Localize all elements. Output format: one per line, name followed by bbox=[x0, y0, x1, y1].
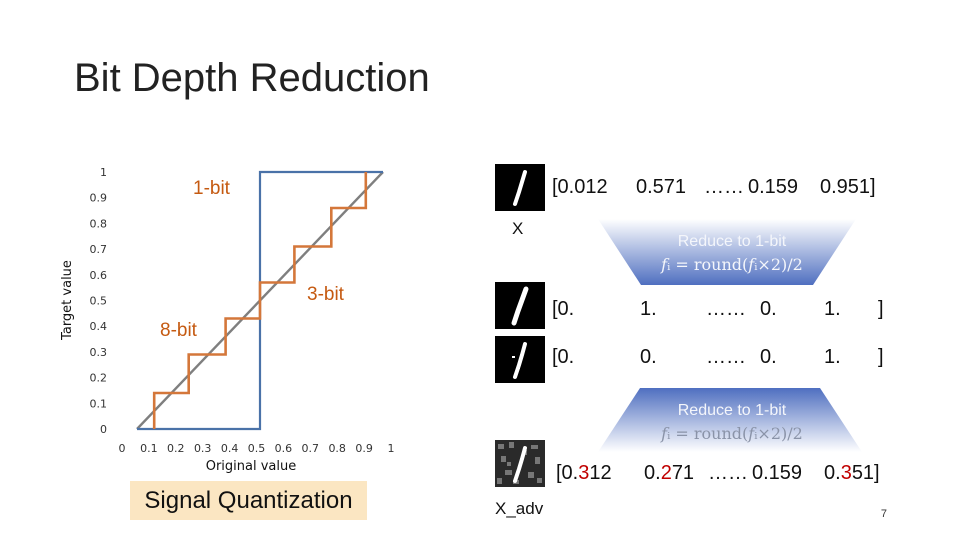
label-1-bit: 1-bit bbox=[193, 178, 231, 199]
x-tick-label: 0.7 bbox=[302, 442, 320, 455]
y-tick-label: 0.3 bbox=[90, 346, 108, 359]
x-value-4: 0.951] bbox=[820, 176, 876, 198]
reduced-x-value-dots: …… bbox=[706, 298, 746, 320]
reduce-bottom-title: Reduce to 1-bit bbox=[678, 402, 787, 419]
y-tick-label: 0.8 bbox=[90, 217, 108, 230]
reduce-banner-top: Reduce to 1-bit 𝑓ᵢ = round(𝑓ᵢ×2)/2 bbox=[598, 219, 856, 285]
label-8-bit: 8-bit bbox=[160, 320, 198, 341]
reduced-x-value-5: 1. bbox=[824, 298, 841, 320]
x-adv-value-3: 0.159 bbox=[752, 462, 803, 484]
y-tick-label: 0.9 bbox=[90, 192, 108, 205]
reduced-x-value-2: 1. bbox=[640, 298, 657, 320]
x-label: X bbox=[512, 219, 524, 238]
x-tick-label: 0.3 bbox=[194, 442, 212, 455]
reduced-x-value-6: ] bbox=[878, 298, 884, 320]
x-values-row: [0.012 0.571 …… 0.159 0.951] bbox=[552, 176, 897, 202]
reduced-x-row: [0. 1. …… 0. 1. ] bbox=[552, 298, 897, 324]
label-3-bit: 3-bit bbox=[307, 284, 345, 305]
reduced-x-adv-value-2: 0. bbox=[640, 346, 657, 368]
signal-quantization-box: Signal Quantization bbox=[130, 481, 367, 520]
y-tick-label: 0.2 bbox=[90, 372, 108, 385]
x-tick-label: 0.1 bbox=[140, 442, 158, 455]
reduced-x-adv-value-4: 0. bbox=[760, 346, 777, 368]
digit-reduced-x-image bbox=[495, 282, 545, 329]
y-tick-label: 0 bbox=[100, 423, 107, 436]
page-number: 7 bbox=[880, 508, 887, 520]
x-adv-label: X_adv bbox=[495, 499, 544, 518]
reduced-x-value-4: 0. bbox=[760, 298, 777, 320]
reduced-x-adv-row: [0. 0. …… 0. 1. ] bbox=[552, 346, 897, 372]
y-tick-label: 0.7 bbox=[90, 243, 108, 256]
x-adv-value-1: [0.312 bbox=[556, 462, 612, 484]
x-tick-label: 0.2 bbox=[167, 442, 185, 455]
y-tick-label: 1 bbox=[100, 166, 107, 179]
x-value-1: [0.012 bbox=[552, 176, 608, 198]
y-axis-label: Target value bbox=[60, 260, 75, 341]
x-adv-value-dots: …… bbox=[708, 462, 748, 484]
x-adv-value-2: 0.271 bbox=[644, 462, 695, 484]
x-tick-label: 0.5 bbox=[248, 442, 266, 455]
x-adv-value-4: 0.351] bbox=[824, 462, 880, 484]
page-title: Bit Depth Reduction bbox=[74, 56, 430, 100]
y-tick-label: 0.5 bbox=[90, 295, 108, 308]
x-tick-label: 1 bbox=[388, 442, 395, 455]
y-tick-label: 0.6 bbox=[90, 269, 108, 282]
x-value-dots: …… bbox=[704, 176, 744, 198]
x-tick-label: 0.4 bbox=[221, 442, 239, 455]
reduced-x-adv-value-1: [0. bbox=[552, 346, 575, 368]
x-tick-label: 0 bbox=[119, 442, 126, 455]
reduce-banner-bottom: Reduce to 1-bit 𝑓ᵢ = round(𝑓ᵢ×2)/2 bbox=[598, 388, 862, 452]
x-tick-label: 0.8 bbox=[328, 442, 346, 455]
reduced-x-adv-value-6: ] bbox=[878, 346, 884, 368]
x-tick-label: 0.6 bbox=[275, 442, 293, 455]
reduced-x-adv-value-dots: …… bbox=[706, 346, 746, 368]
x-value-2: 0.571 bbox=[636, 176, 687, 198]
y-tick-label: 0.1 bbox=[90, 397, 108, 410]
x-axis-label: Original value bbox=[206, 459, 297, 474]
reduced-x-value-1: [0. bbox=[552, 298, 575, 320]
x-adv-values-row: [0.312 0.271 …… 0.159 0.351] bbox=[556, 462, 896, 488]
y-tick-label: 0.4 bbox=[90, 320, 108, 333]
x-value-3: 0.159 bbox=[748, 176, 799, 198]
digit-x-image bbox=[495, 164, 545, 211]
reduced-x-adv-value-5: 1. bbox=[824, 346, 841, 368]
x-tick-label: 0.9 bbox=[355, 442, 373, 455]
reduce-bottom-formula: 𝑓ᵢ = round(𝑓ᵢ×2)/2 bbox=[660, 424, 803, 443]
digit-x-adv-image bbox=[495, 440, 545, 487]
reduce-top-title: Reduce to 1-bit bbox=[678, 233, 787, 250]
reduce-top-formula: 𝑓ᵢ = round(𝑓ᵢ×2)/2 bbox=[660, 255, 803, 274]
digit-reduced-x-adv-image bbox=[495, 336, 545, 383]
series-line-3-bit bbox=[152, 172, 368, 429]
